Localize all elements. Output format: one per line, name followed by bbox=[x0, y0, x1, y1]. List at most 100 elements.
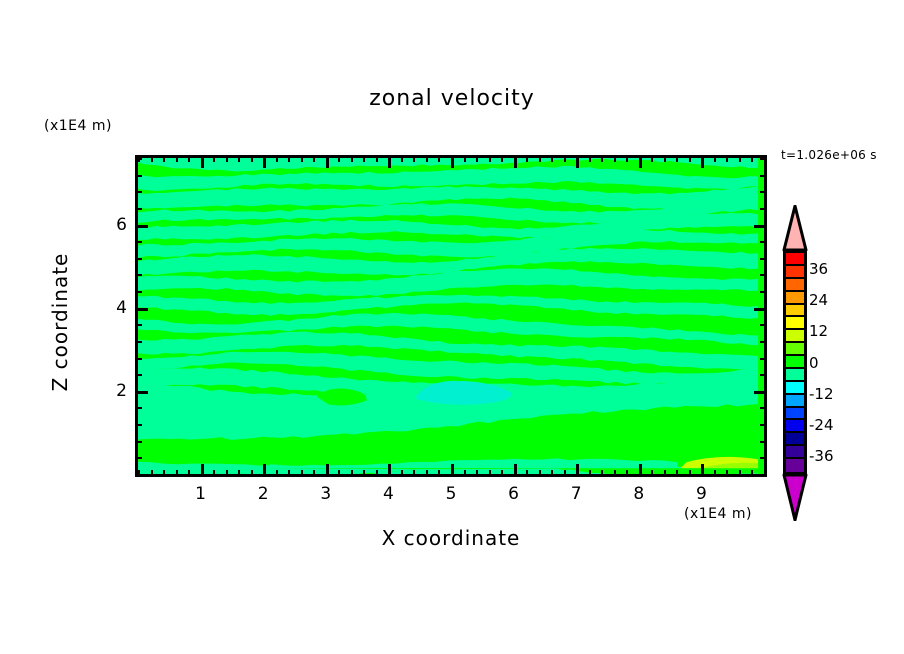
y-tick bbox=[135, 291, 142, 294]
x-tick-top bbox=[601, 155, 604, 162]
y-tick bbox=[135, 191, 142, 194]
x-tick bbox=[476, 470, 479, 477]
contour-plot-area[interactable] bbox=[135, 155, 767, 477]
colorbar-tick-label: 24 bbox=[809, 290, 829, 309]
x-tick-top bbox=[638, 155, 642, 168]
x-tick bbox=[175, 470, 178, 477]
x-tick-top bbox=[300, 155, 303, 162]
x-tick-top bbox=[188, 155, 191, 162]
colorbar-band bbox=[786, 394, 804, 408]
y-tick bbox=[135, 274, 142, 277]
x-tick bbox=[663, 470, 666, 477]
y-tick-right bbox=[760, 274, 767, 277]
x-tick bbox=[425, 470, 428, 477]
x-tick bbox=[626, 470, 629, 477]
colorbar[interactable]: 36 24 12 0 -12 -24 -36 bbox=[781, 205, 834, 521]
y-axis-tick-labels: 2 4 6 bbox=[116, 215, 127, 401]
x-tick bbox=[300, 470, 303, 477]
x-tick bbox=[526, 470, 529, 477]
x-tick bbox=[150, 470, 153, 477]
x-tick bbox=[438, 470, 441, 477]
x-tick bbox=[225, 470, 228, 477]
x-tick bbox=[263, 464, 267, 477]
x-tick-top bbox=[476, 155, 479, 162]
colorbar-band bbox=[786, 330, 804, 344]
x-tick-top bbox=[438, 155, 441, 162]
y-tick bbox=[135, 241, 142, 244]
x-tick bbox=[288, 470, 291, 477]
y-tick bbox=[135, 424, 142, 427]
colorbar-tick-label: 36 bbox=[809, 259, 829, 278]
x-tick-top bbox=[200, 155, 204, 168]
y-tick-right bbox=[760, 324, 767, 327]
y-axis-ticks bbox=[135, 155, 767, 477]
x-tick bbox=[513, 464, 517, 477]
timestamp-annotation: t=1.026e+06 s bbox=[781, 148, 877, 162]
y-tick bbox=[135, 390, 148, 394]
y-tick-right bbox=[760, 174, 767, 177]
colorbar-band bbox=[786, 433, 804, 447]
x-tick bbox=[551, 470, 554, 477]
x-tick-top bbox=[250, 155, 253, 162]
x-tick-label: 9 bbox=[695, 484, 707, 504]
x-tick-top bbox=[463, 155, 466, 162]
x-tick-top bbox=[375, 155, 378, 162]
x-tick-top bbox=[400, 155, 403, 162]
x-tick bbox=[538, 470, 541, 477]
x-tick bbox=[676, 470, 679, 477]
x-tick bbox=[463, 470, 466, 477]
x-tick-top bbox=[451, 155, 454, 168]
y-tick-right bbox=[760, 158, 767, 160]
x-tick-top bbox=[563, 155, 566, 162]
x-tick bbox=[688, 470, 691, 477]
x-tick bbox=[163, 470, 166, 477]
colorbar-band bbox=[786, 253, 804, 266]
y-tick-right bbox=[760, 374, 767, 377]
colorbar-under-arrow bbox=[782, 473, 808, 521]
y-tick bbox=[135, 174, 142, 177]
y-tick-right bbox=[754, 224, 767, 228]
x-tick bbox=[363, 470, 366, 477]
x-tick-label: 4 bbox=[382, 484, 394, 504]
x-tick bbox=[764, 470, 766, 477]
colorbar-tick-label: -12 bbox=[809, 384, 834, 403]
x-tick-top bbox=[576, 155, 580, 168]
x-tick bbox=[501, 470, 504, 477]
x-tick-top bbox=[425, 155, 428, 162]
x-tick-label: 5 bbox=[445, 484, 457, 504]
x-tick-top bbox=[350, 155, 353, 162]
x-tick-top bbox=[325, 155, 329, 168]
x-tick bbox=[325, 464, 329, 477]
colorbar-tick-label: -36 bbox=[809, 447, 834, 466]
y-tick-right bbox=[754, 307, 767, 311]
x-tick-top bbox=[688, 155, 691, 162]
x-tick bbox=[350, 470, 353, 477]
y-tick bbox=[135, 307, 148, 311]
colorbar-band bbox=[786, 368, 804, 382]
colorbar-band bbox=[786, 420, 804, 434]
x-tick-top bbox=[663, 155, 666, 162]
x-tick bbox=[613, 470, 616, 477]
colorbar-tick-label: 0 bbox=[809, 353, 819, 372]
x-tick bbox=[576, 464, 580, 477]
x-tick bbox=[338, 470, 341, 477]
x-tick bbox=[638, 464, 642, 477]
y-tick bbox=[135, 158, 142, 160]
x-tick-top bbox=[651, 155, 654, 162]
x-tick bbox=[400, 470, 403, 477]
x-tick-top bbox=[175, 155, 178, 162]
y-tick-label: 4 bbox=[116, 297, 127, 318]
x-axis-title: X coordinate bbox=[381, 526, 521, 550]
x-tick-top bbox=[726, 155, 729, 162]
y-tick bbox=[135, 407, 142, 410]
x-tick-top bbox=[288, 155, 291, 162]
x-tick bbox=[563, 470, 566, 477]
y-tick-right bbox=[760, 291, 767, 294]
x-tick-top bbox=[676, 155, 679, 162]
x-tick-top bbox=[338, 155, 341, 162]
x-tick bbox=[388, 464, 392, 477]
x-tick-top bbox=[501, 155, 504, 162]
y-tick bbox=[135, 474, 142, 476]
y-tick bbox=[135, 440, 142, 443]
x-tick bbox=[138, 470, 140, 477]
